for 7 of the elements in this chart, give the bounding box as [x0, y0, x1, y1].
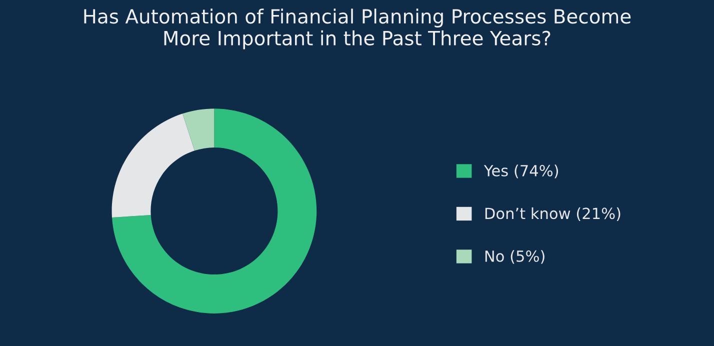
donut-slice: [182, 108, 214, 151]
donut-slice: [112, 114, 195, 218]
legend-label: Yes (74%): [484, 164, 558, 178]
legend-label: Don’t know (21%): [485, 207, 620, 221]
donut-slice: [112, 108, 317, 314]
chart-title: Has Automation of Financial Planning Processes Become More Important in the Past Three Years?: [84, 8, 631, 50]
legend-label: No (5%): [485, 250, 544, 264]
